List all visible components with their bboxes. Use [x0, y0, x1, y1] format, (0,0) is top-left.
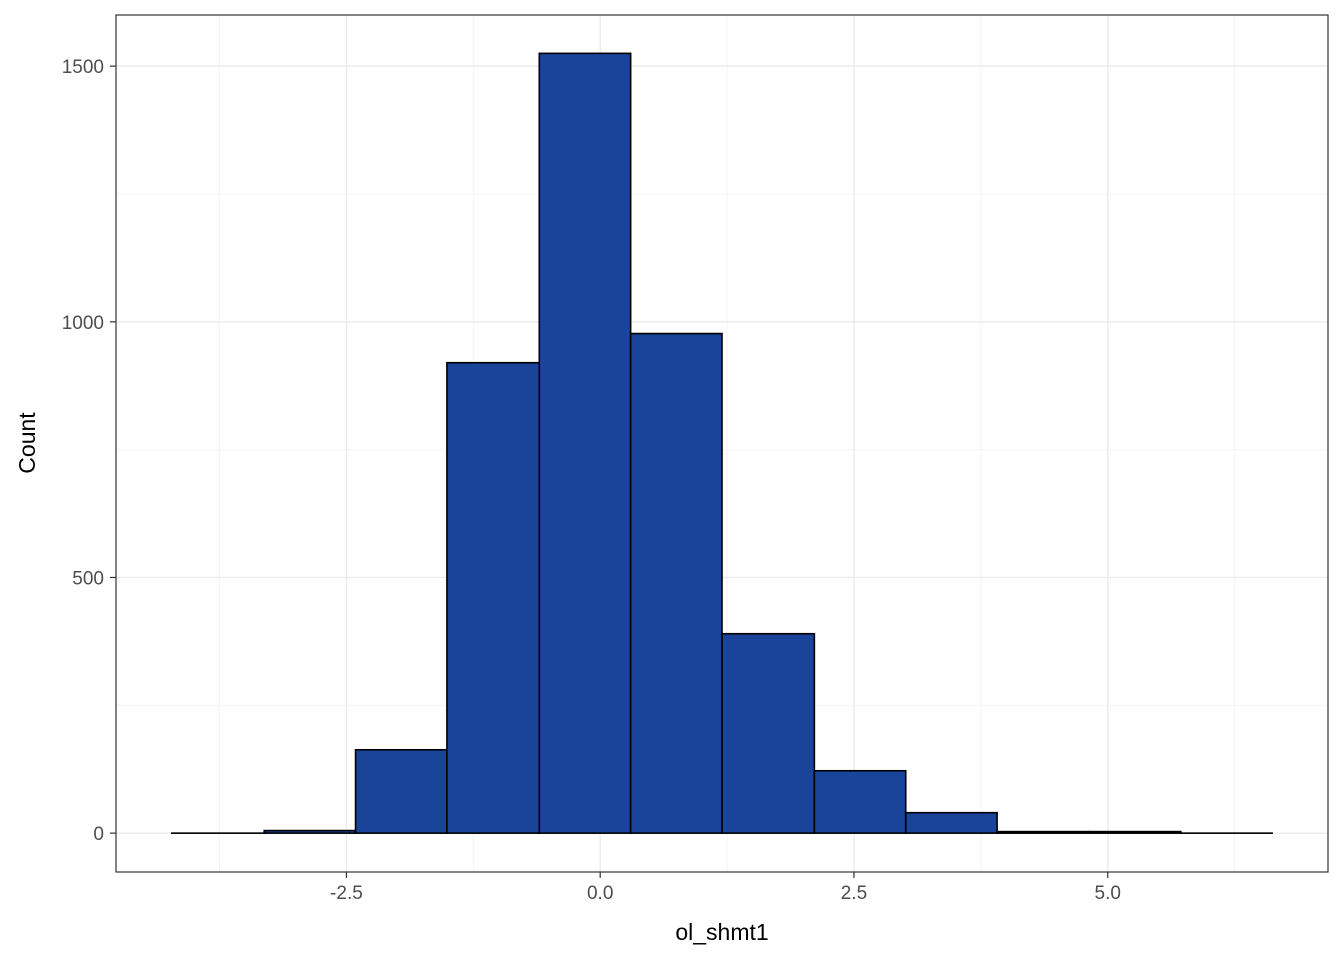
histogram-bar	[996, 830, 1091, 834]
histogram-bar	[904, 811, 998, 834]
x-tick-label: -2.5	[330, 883, 363, 904]
histogram-bar	[446, 361, 541, 834]
axis-ticks: -2.5 0.0 2.5 5.0 0 500 1000 1500	[62, 57, 1121, 904]
panel-border	[115, 14, 1329, 873]
histogram-bar	[629, 332, 723, 834]
y-tick-label: 1000	[62, 313, 104, 334]
y-axis-title: Count	[14, 412, 40, 474]
y-tick-label: 0	[93, 824, 104, 845]
histogram-bar	[721, 632, 816, 834]
histogram-bar	[538, 52, 632, 834]
histogram-bars	[171, 52, 1273, 834]
histogram-bar	[354, 748, 448, 834]
histogram-bar	[813, 769, 907, 834]
x-tick-label: 5.0	[1095, 883, 1121, 904]
x-axis-title: ol_shmt1	[675, 919, 768, 945]
x-tick-label: 0.0	[587, 883, 613, 904]
x-tick-label: 2.5	[841, 883, 867, 904]
y-tick-label: 500	[72, 568, 104, 589]
histogram-bar	[1088, 830, 1182, 834]
y-tick-label: 1500	[62, 57, 104, 78]
histogram-bar	[263, 829, 357, 834]
